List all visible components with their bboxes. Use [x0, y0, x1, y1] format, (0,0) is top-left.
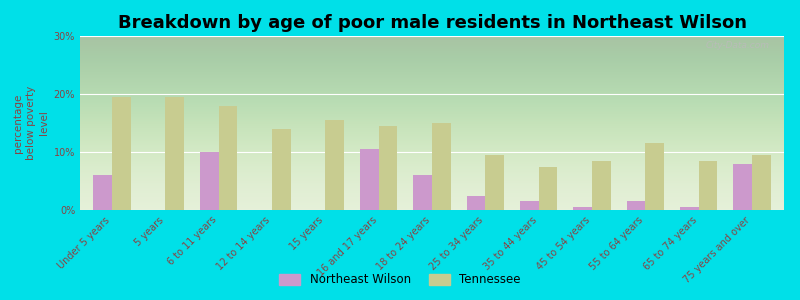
Y-axis label: percentage
below poverty
level: percentage below poverty level — [13, 86, 50, 160]
Bar — [414, 175, 432, 210]
Bar — [574, 207, 592, 210]
Bar — [112, 97, 130, 210]
Bar — [326, 120, 344, 210]
Bar — [272, 129, 290, 210]
Bar — [734, 164, 752, 210]
Bar — [680, 207, 698, 210]
Title: Breakdown by age of poor male residents in Northeast Wilson: Breakdown by age of poor male residents … — [118, 14, 746, 32]
Bar — [166, 97, 184, 210]
Bar — [432, 123, 450, 210]
Bar — [646, 143, 664, 210]
Bar — [752, 155, 770, 210]
Bar — [378, 126, 398, 210]
Bar — [538, 167, 558, 210]
Bar — [520, 201, 538, 210]
Legend: Northeast Wilson, Tennessee: Northeast Wilson, Tennessee — [274, 269, 526, 291]
Bar — [218, 106, 238, 210]
Bar — [626, 201, 646, 210]
Bar — [200, 152, 218, 210]
Text: City-Data.com: City-Data.com — [706, 41, 770, 50]
Bar — [466, 196, 486, 210]
Bar — [486, 155, 504, 210]
Bar — [360, 149, 378, 210]
Bar — [698, 161, 718, 210]
Bar — [592, 161, 610, 210]
Bar — [94, 175, 112, 210]
